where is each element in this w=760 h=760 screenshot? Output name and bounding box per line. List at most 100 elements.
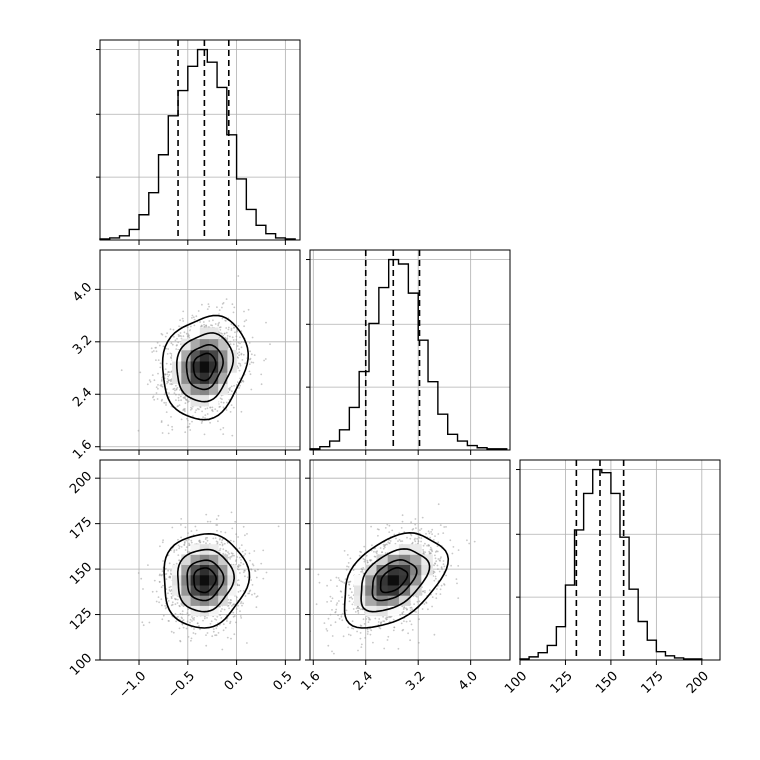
scatter-point [219, 549, 221, 552]
scatter-point [150, 347, 153, 350]
scatter-point [167, 592, 169, 595]
scatter-point [229, 343, 232, 345]
scatter-point [237, 275, 240, 277]
scatter-point [409, 537, 412, 540]
scatter-point [414, 518, 417, 520]
scatter-point [245, 319, 248, 321]
scatter-point [240, 352, 243, 355]
scatter-point [246, 533, 248, 535]
scatter-point [198, 625, 200, 627]
histogram-step-0 [99, 48, 296, 240]
scatter-point [256, 595, 259, 598]
scatter-point [202, 416, 205, 418]
scatter-point [418, 618, 420, 621]
scatter-point [183, 408, 186, 411]
scatter-point [342, 635, 345, 638]
scatter-point [209, 622, 212, 625]
scatter-point [206, 520, 209, 523]
scatter-point [155, 600, 158, 603]
scatter-point [203, 433, 206, 436]
scatter-point [330, 600, 332, 602]
scatter-point [435, 577, 437, 580]
scatter-point [188, 542, 190, 545]
histogram-step-2 [519, 468, 703, 660]
scatter-point [220, 401, 223, 404]
density-cell [181, 338, 191, 351]
scatter-point [170, 569, 172, 572]
scatter-point [214, 634, 217, 637]
scatter-point [384, 527, 387, 529]
scatter-point [352, 627, 355, 630]
scatter-point [449, 539, 452, 542]
scatter-point [175, 393, 177, 396]
scatter-point [209, 520, 212, 523]
scatter-point [431, 528, 434, 531]
scatter-point [180, 616, 183, 619]
scatter-point [434, 535, 436, 537]
scatter-point [201, 420, 204, 423]
scatter-point [187, 636, 190, 638]
scatter-point [366, 559, 369, 562]
scatter-point [435, 560, 438, 563]
scatter-point [229, 602, 232, 605]
scatter-point [231, 605, 233, 607]
density-cell [181, 595, 191, 606]
scatter-point [249, 357, 252, 360]
scatter-point [399, 614, 401, 616]
scatter-point [221, 608, 223, 610]
density-cell [172, 349, 182, 362]
scatter-point [228, 552, 230, 555]
contour-0-1-2 [185, 344, 224, 391]
scatter-point [422, 544, 425, 547]
scatter-point [205, 324, 208, 327]
scatter-point [186, 401, 189, 403]
scatter-point [330, 624, 332, 627]
scatter-point [216, 541, 219, 543]
scatter-point [219, 397, 222, 400]
scatter-point [221, 306, 223, 309]
scatter-point [191, 420, 193, 423]
scatter-point [170, 342, 173, 345]
scatter-point [238, 547, 241, 550]
density-cell [227, 372, 237, 384]
scatter-point [222, 427, 225, 429]
density-cell [199, 349, 210, 362]
scatter-point [234, 331, 236, 334]
scatter-point [400, 622, 403, 625]
scatter-point [180, 399, 183, 402]
scatter-point [168, 379, 170, 382]
scatter-point [167, 569, 170, 572]
scatter-point [381, 551, 383, 553]
scatter-point [180, 418, 183, 421]
scatter-point [352, 569, 355, 571]
scatter-point [422, 549, 424, 551]
scatter-point [199, 321, 202, 323]
scatter-point [186, 612, 189, 615]
scatter-point [220, 617, 223, 619]
scatter-point [218, 321, 221, 324]
scatter-point [225, 409, 228, 411]
scatter-point [159, 545, 161, 548]
density-cell [354, 595, 366, 606]
scatter-point [177, 544, 180, 547]
scatter-point [168, 562, 171, 565]
scatter-point [424, 551, 427, 554]
scatter-point [244, 362, 247, 365]
scatter-point [397, 647, 400, 650]
scatter-point [159, 384, 162, 387]
scatter-point [158, 580, 161, 583]
scatter-point [239, 572, 241, 574]
scatter-point [225, 550, 228, 552]
scatter-point [223, 608, 226, 611]
scatter-point [253, 592, 256, 595]
density-cell [376, 554, 389, 565]
scatter-point [179, 332, 182, 334]
scatter-point [195, 409, 198, 411]
scatter-point [240, 544, 243, 546]
scatter-point [156, 398, 159, 400]
scatter-point [167, 424, 170, 427]
density-cell [376, 585, 389, 596]
scatter-point [242, 353, 245, 356]
scatter-point [336, 602, 339, 604]
